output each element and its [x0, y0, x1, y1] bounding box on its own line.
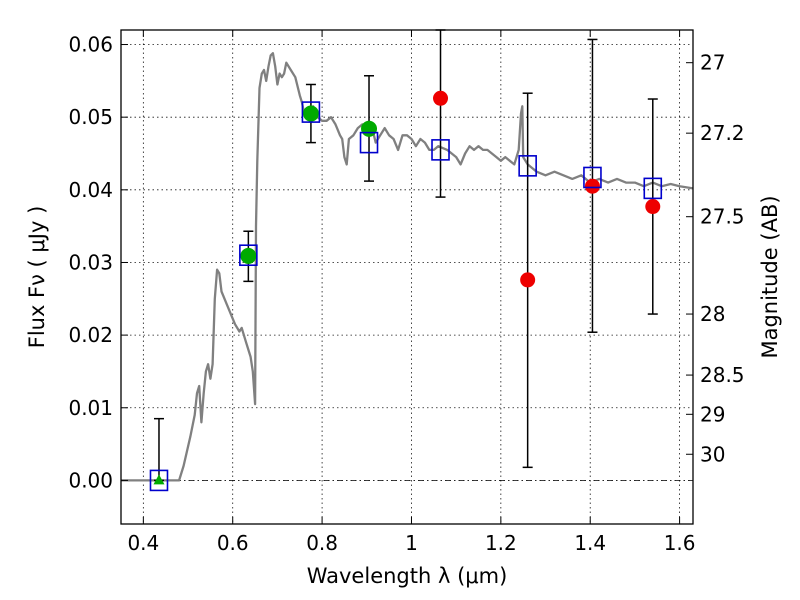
- grid: [121, 30, 693, 524]
- y2-tick-label: 27.2: [700, 121, 745, 145]
- x-tick-label: 1.2: [485, 531, 517, 555]
- y2-tick-label: 27: [700, 51, 725, 75]
- x-tick-label: 1.6: [664, 531, 696, 555]
- model-photometry-square: [301, 101, 321, 123]
- markers-group: [153, 90, 661, 485]
- low-significance-point: [584, 178, 600, 194]
- model-sed-line: [121, 52, 694, 482]
- error-bars-group: [153, 29, 658, 482]
- model-photometry-square: [518, 155, 537, 177]
- y-axis-label: Flux Fν ( μJy ): [25, 206, 49, 349]
- detection-triangle: [153, 474, 165, 485]
- low-significance-point: [645, 199, 661, 215]
- model-photometry-group: [149, 101, 663, 492]
- y-tick-label: 0.00: [68, 468, 113, 492]
- low-significance-point: [433, 90, 449, 106]
- detection-point: [361, 120, 378, 137]
- model-photometry-square: [149, 469, 169, 492]
- y-tick-label: 0.04: [68, 178, 113, 202]
- y-tick-label: 0.01: [68, 396, 113, 420]
- x-tick-label: 0.4: [127, 531, 159, 555]
- y-tick-label: 0.05: [68, 105, 113, 129]
- y2-axis-label: Magnitude (AB): [758, 195, 782, 358]
- y2-tick-label: 30: [700, 442, 725, 466]
- model-photometry-square: [583, 166, 602, 189]
- y-tick-label: 0.02: [68, 323, 113, 347]
- detection-point: [240, 247, 257, 264]
- y2-tick-label: 28.5: [700, 363, 745, 387]
- detection-point: [302, 105, 319, 122]
- low-significance-point: [520, 272, 536, 288]
- model-photometry-square: [359, 131, 379, 154]
- y2-tick-label: 28: [700, 302, 725, 326]
- x-axis: 0.4 0.6 0.8 1 1.2 1.4 1.6: [127, 30, 696, 555]
- model-sed-group: [121, 52, 694, 482]
- x-tick-label: 0.8: [306, 531, 338, 555]
- x-tick-label: 1: [405, 531, 418, 555]
- x-tick-label: 1.4: [574, 531, 606, 555]
- model-photometry-square: [643, 177, 663, 200]
- y-axis: 0.00 0.01 0.02 0.03 0.04 0.05 0.06: [68, 33, 128, 492]
- x-axis-label: Wavelength λ (μm): [307, 564, 508, 588]
- x-tick-label: 0.6: [217, 531, 249, 555]
- y2-tick-label: 29: [700, 402, 725, 426]
- y2-tick-label: 27.5: [700, 205, 745, 229]
- model-photometry-square: [239, 244, 258, 267]
- y2-axis: 27 27.2 27.5 28 28.5 29 30: [686, 51, 745, 466]
- y-tick-label: 0.03: [68, 250, 113, 274]
- plot-frame: [120, 29, 694, 525]
- model-photometry-square: [431, 139, 450, 161]
- y-tick-label: 0.06: [68, 33, 113, 57]
